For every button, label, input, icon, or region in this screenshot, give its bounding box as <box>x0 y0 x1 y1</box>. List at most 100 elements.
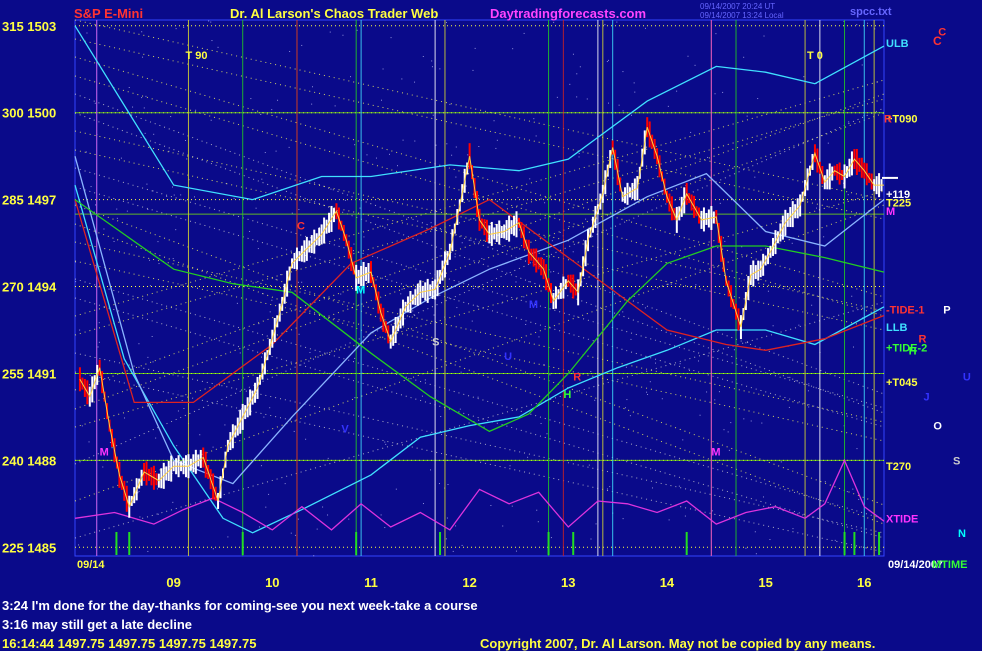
background-dot <box>147 356 149 358</box>
diagonal-grid-line <box>74 107 885 465</box>
background-dot <box>452 550 454 552</box>
background-dot <box>237 410 239 412</box>
background-dot <box>791 242 793 244</box>
right-label-ulb: ULB <box>886 38 909 50</box>
background-dot <box>792 528 794 530</box>
background-dot <box>149 259 151 261</box>
background-dot <box>94 102 96 104</box>
background-dot <box>88 441 90 443</box>
background-dot <box>523 32 525 34</box>
background-dot <box>608 59 610 61</box>
background-dot <box>843 20 845 22</box>
background-dot <box>414 314 416 316</box>
planet-marker: M <box>356 284 365 296</box>
background-dot <box>318 227 320 229</box>
background-dot <box>727 431 729 433</box>
background-dot <box>236 302 238 304</box>
background-dot <box>455 146 457 148</box>
background-dot <box>846 491 848 493</box>
data-filename: spcc.txt <box>850 6 892 18</box>
background-dot <box>625 366 627 368</box>
background-dot <box>474 47 476 49</box>
background-dot <box>390 37 392 39</box>
background-dot <box>261 178 263 180</box>
background-dot <box>288 146 290 148</box>
background-dot <box>502 245 504 247</box>
x-tick-label: 10 <box>265 575 279 590</box>
background-dot <box>382 68 384 70</box>
background-dot <box>745 547 747 549</box>
background-dot <box>109 442 111 444</box>
background-dot <box>80 212 82 214</box>
background-dot <box>788 406 790 408</box>
background-dot <box>455 525 457 527</box>
background-dot <box>630 114 632 116</box>
background-dot <box>472 69 474 71</box>
background-dot <box>445 21 447 23</box>
background-dot <box>143 107 145 109</box>
background-dot <box>733 349 735 351</box>
background-dot <box>461 544 463 546</box>
background-dot <box>297 518 299 520</box>
background-dot <box>354 357 356 359</box>
diagonal-grid-line <box>74 79 885 317</box>
background-dot <box>644 27 646 29</box>
background-dot <box>353 243 355 245</box>
background-dot <box>225 182 227 184</box>
background-dot <box>265 506 267 508</box>
background-dot <box>85 151 87 153</box>
background-dot <box>301 44 303 46</box>
background-dot <box>618 104 620 106</box>
background-dot <box>97 346 99 348</box>
background-dot <box>714 399 716 401</box>
background-dot <box>874 28 876 30</box>
background-dot <box>344 199 346 201</box>
planet-marker: M <box>711 447 720 459</box>
background-dot <box>808 383 810 385</box>
left-axis-label: 240 1488 <box>2 453 56 468</box>
background-dot <box>384 527 386 529</box>
background-dot <box>78 544 80 546</box>
diagonal-grid-line <box>74 56 885 298</box>
right-label-t090: +T090 <box>886 114 918 126</box>
site-link[interactable]: Daytradingforecasts.com <box>490 6 647 21</box>
background-dot <box>157 513 159 515</box>
diagonal-grid-line <box>74 112 885 410</box>
background-dot <box>724 240 726 242</box>
background-dot <box>715 33 717 35</box>
background-dot <box>644 307 646 309</box>
background-dot <box>569 83 571 85</box>
background-dot <box>137 492 139 494</box>
background-dot <box>385 443 387 445</box>
background-dot <box>98 286 100 288</box>
background-dot <box>447 296 449 298</box>
right-label-llb: LLB <box>886 322 907 334</box>
background-dot <box>433 291 435 293</box>
series-line-blue-band-inner <box>74 156 885 485</box>
background-dot <box>354 144 356 146</box>
background-dot <box>493 120 495 122</box>
series-line-llb <box>74 184 885 534</box>
background-dot <box>185 139 187 141</box>
right-label-t225: T225 <box>886 198 911 210</box>
background-dot <box>170 116 172 118</box>
background-dot <box>714 93 716 95</box>
background-dot <box>622 110 624 112</box>
background-dot <box>586 98 588 100</box>
background-dot <box>451 154 453 156</box>
background-dot <box>400 293 402 295</box>
background-dot <box>90 186 92 188</box>
background-dot <box>181 399 183 401</box>
background-dot <box>706 391 708 393</box>
background-dot <box>722 91 724 93</box>
background-dot <box>719 202 721 204</box>
background-dot <box>695 284 697 286</box>
background-dot <box>622 518 624 520</box>
background-dot <box>269 407 271 409</box>
background-dot <box>356 29 358 31</box>
planet-marker: T 90 <box>185 50 207 62</box>
background-dot <box>313 555 315 557</box>
background-dot <box>622 311 624 313</box>
planet-marker: U <box>504 351 512 363</box>
background-dot <box>767 290 769 292</box>
